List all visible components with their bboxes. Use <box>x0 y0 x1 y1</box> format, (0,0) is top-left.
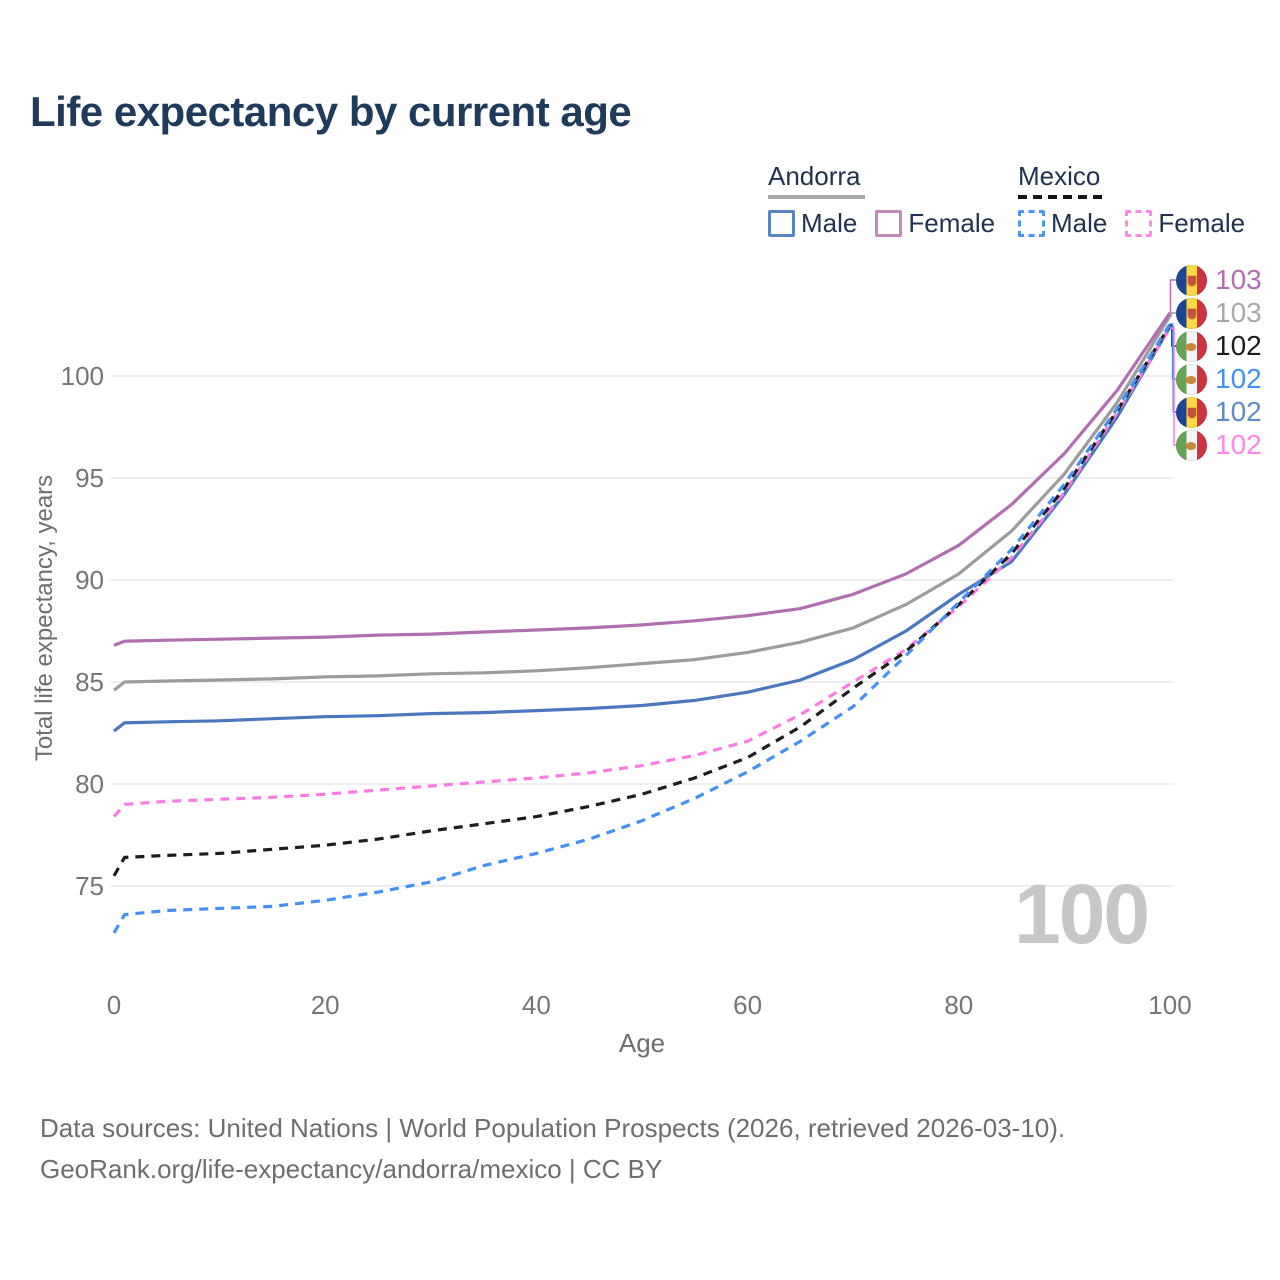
andorra-flag-icon <box>1176 297 1207 329</box>
series-line-mexico-female <box>112 327 1172 818</box>
end-label-mexico-both: 102 <box>1176 330 1262 362</box>
mexico-male-swatch-icon <box>1018 210 1045 237</box>
y-tick-label: 100 <box>60 361 104 391</box>
end-label-value: 102 <box>1215 396 1262 427</box>
x-axis-title: Age <box>618 1028 666 1058</box>
series-line-mexico-male <box>112 323 1172 934</box>
end-label-callout-line <box>1169 279 1176 314</box>
x-tick-label: 40 <box>521 990 551 1020</box>
andorra-female-swatch-icon <box>875 210 903 237</box>
legend-country-andorra[interactable]: Andorra <box>768 161 861 191</box>
mexico-female-swatch-icon <box>1125 210 1153 237</box>
end-label-andorra-female: 103 <box>1176 264 1262 296</box>
legend-group-mexico: Mexico Male Female <box>1018 162 1245 239</box>
series-line-andorra-both <box>113 314 1172 692</box>
x-tick-label: 60 <box>733 990 763 1020</box>
series-line-mexico-both <box>112 324 1172 877</box>
mexico-flag-icon <box>1176 330 1207 362</box>
page-title: Life expectancy by current age <box>30 88 632 135</box>
x-tick-label: 20 <box>310 990 340 1020</box>
legend-item-label: Female <box>1158 208 1246 238</box>
series-line-andorra-male <box>113 326 1172 733</box>
y-tick-label: 95 <box>75 463 104 493</box>
legend-item-mexico-male[interactable]: Male <box>1018 208 1107 239</box>
legend-item-label: Male <box>801 208 858 238</box>
footer: Data sources: United Nations | World Pop… <box>40 1108 1065 1190</box>
end-label-callout-line <box>1170 312 1176 317</box>
footer-attribution: GeoRank.org/life-expectancy/andorra/mexi… <box>40 1154 663 1184</box>
legend-item-label: Male <box>1051 208 1108 238</box>
end-label-callout-line <box>1170 327 1176 446</box>
end-label-andorra-male: 102 <box>1176 396 1262 428</box>
legend-item-andorra-female[interactable]: Female <box>875 208 995 239</box>
andorra-male-swatch-icon <box>768 210 795 237</box>
legend-item-andorra-male[interactable]: Male <box>768 208 857 239</box>
footer-data-sources: Data sources: United Nations | World Pop… <box>40 1113 1066 1143</box>
mexico-dashed-line-swatch <box>1018 195 1105 199</box>
end-label-mexico-male: 102 <box>1176 363 1262 395</box>
y-tick-label: 85 <box>75 667 104 697</box>
andorra-flag-icon <box>1176 396 1207 428</box>
mexico-flag-icon <box>1176 429 1207 461</box>
y-tick-label: 90 <box>75 565 104 595</box>
y-axis-title: Total life expectancy, years <box>31 474 58 762</box>
andorra-solid-line-swatch <box>768 195 865 199</box>
series-line-andorra-female <box>113 311 1172 647</box>
x-tick-label: 0 <box>106 990 122 1020</box>
legend-country-mexico[interactable]: Mexico <box>1018 161 1101 191</box>
mexico-flag-icon <box>1176 363 1207 395</box>
x-tick-label: 80 <box>944 990 974 1020</box>
end-label-value: 102 <box>1215 429 1262 460</box>
legend-item-label: Female <box>908 208 996 238</box>
legend-group-andorra: Andorra Male Female <box>768 162 995 239</box>
legend-item-mexico-female[interactable]: Female <box>1125 208 1245 239</box>
y-tick-label: 80 <box>75 769 104 799</box>
age-frame-watermark: 100 <box>1014 867 1150 961</box>
andorra-flag-icon <box>1176 264 1207 296</box>
end-label-value: 103 <box>1215 264 1262 295</box>
end-label-mexico-female: 102 <box>1176 429 1262 461</box>
end-label-andorra-both: 103 <box>1176 297 1262 329</box>
end-label-value: 103 <box>1215 297 1262 328</box>
x-tick-label: 100 <box>1148 990 1192 1020</box>
y-tick-label: 75 <box>75 871 104 901</box>
end-label-value: 102 <box>1215 330 1262 361</box>
end-label-value: 102 <box>1215 363 1262 394</box>
